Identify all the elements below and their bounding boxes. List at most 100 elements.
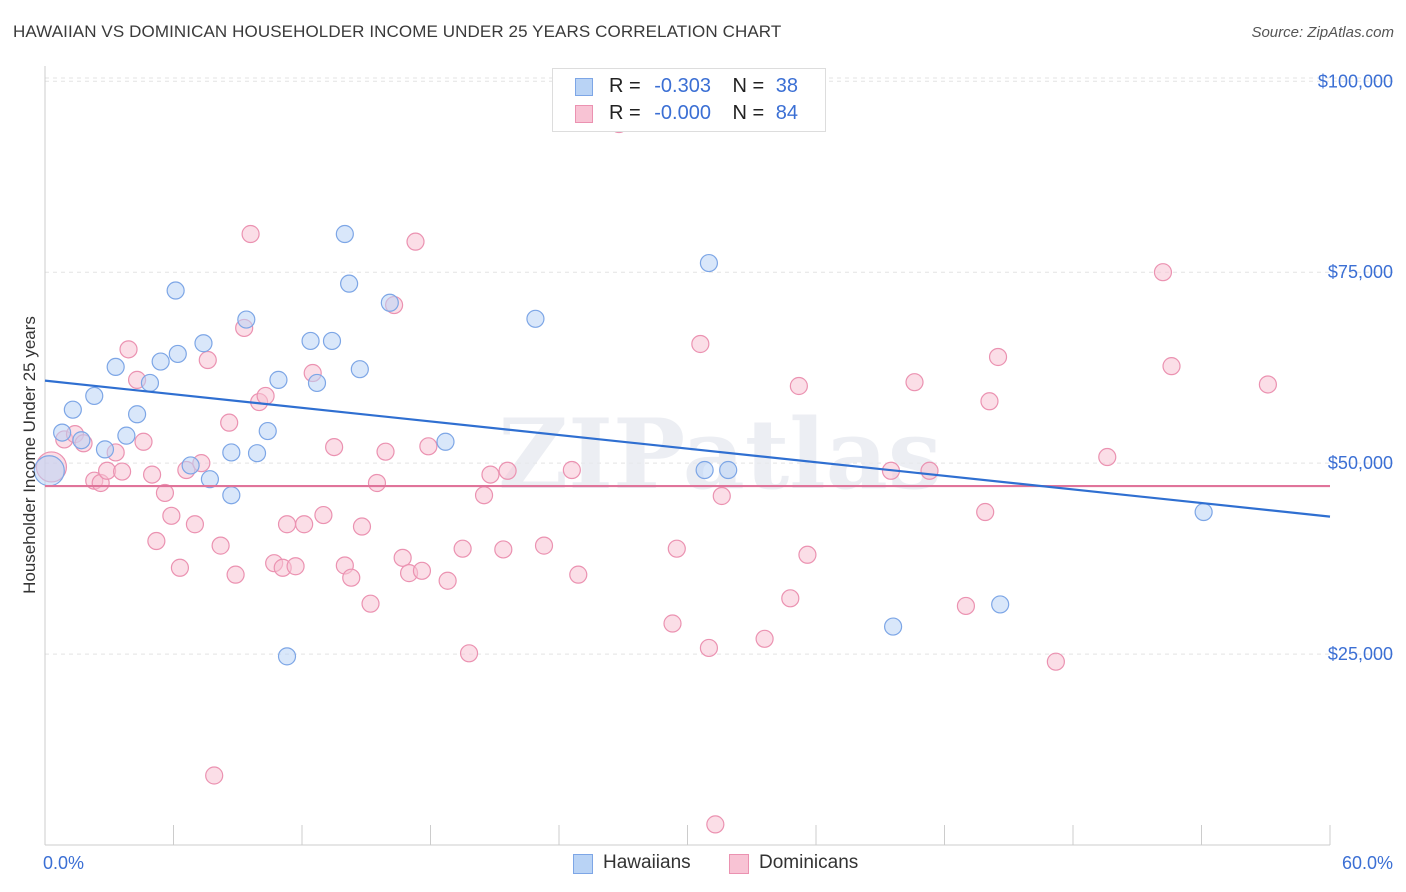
point-dominicans [142, 465, 162, 484]
legend-r-label: R = [609, 75, 641, 97]
point-dominicans [459, 644, 479, 663]
legend-r-value: -0.303 [654, 75, 711, 97]
point-dominicans [438, 571, 457, 590]
legend-n-label: N = [732, 102, 765, 124]
point-dominicans [562, 460, 581, 480]
point-dominicans [1046, 652, 1065, 671]
legend-r-value: -0.000 [654, 102, 711, 124]
point-hawaiians [200, 470, 220, 489]
point-hawaiians [237, 310, 256, 329]
point-hawaiians [181, 456, 200, 475]
point-dominicans [314, 505, 333, 525]
point-dominicans [988, 347, 1008, 367]
x-tick-label: 60.0% [1342, 853, 1393, 873]
source-label: Source: ZipAtlas.com [1251, 24, 1394, 41]
point-dominicans [226, 565, 245, 584]
point-dominicans [277, 515, 297, 534]
point-dominicans [295, 515, 314, 534]
point-hawaiians [85, 386, 104, 406]
point-dominicans [712, 486, 731, 506]
point-dominicans [755, 629, 774, 648]
legend-swatch-hawaiians [575, 78, 593, 96]
point-hawaiians [106, 357, 125, 377]
point-hawaiians [222, 486, 241, 505]
point-dominicans [481, 465, 500, 484]
point-dominicans [412, 561, 432, 580]
bottom-legend-label-dominicans: Dominicans [759, 852, 859, 873]
point-dominicans [498, 461, 517, 480]
point-dominicans [367, 473, 387, 493]
correlation-legend: R = -0.303 N = 38 R = -0.000 N = 84 [552, 68, 826, 132]
point-hawaiians [194, 334, 213, 353]
point-dominicans [256, 386, 275, 406]
point-dominicans [789, 376, 808, 396]
point-dominicans [342, 568, 361, 587]
point-dominicans [569, 565, 588, 584]
point-dominicans [1153, 263, 1173, 282]
point-hawaiians [117, 426, 136, 445]
point-dominicans [980, 392, 999, 411]
point-dominicans [905, 373, 924, 392]
point-hawaiians [247, 444, 267, 463]
point-hawaiians [307, 373, 327, 393]
bottom-legend-swatch-dominicans [729, 854, 749, 874]
trend-line-hawaiians [44, 379, 1331, 518]
point-dominicans [198, 350, 217, 370]
point-dominicans [474, 486, 494, 505]
point-hawaiians [95, 440, 115, 459]
legend-swatch-dominicans [575, 105, 593, 123]
point-dominicans [205, 766, 224, 785]
legend-n-value: 38 [775, 75, 799, 97]
point-dominicans [352, 517, 372, 536]
y-tick-label: $100,000 [1318, 71, 1393, 91]
legend-n-label: N = [732, 75, 765, 97]
point-dominicans [241, 224, 260, 244]
point-dominicans [112, 462, 132, 481]
point-dominicans [1162, 357, 1181, 376]
point-hawaiians [53, 423, 72, 442]
y-axis-label: Householder Income Under 25 years [20, 316, 39, 594]
point-hawaiians [301, 331, 320, 351]
legend-text-dominicans: R = -0.000 N = 84 [609, 102, 798, 125]
point-dominicans [1098, 447, 1117, 467]
point-dominicans [155, 483, 175, 503]
point-hawaiians [1194, 502, 1213, 522]
point-hawaiians [168, 344, 187, 364]
point-hawaiians [166, 281, 185, 300]
point-dominicans [211, 536, 230, 555]
point-dominicans [419, 437, 438, 456]
chart-title: HAWAIIAN VS DOMINICAN HOUSEHOLDER INCOME… [13, 22, 782, 41]
point-hawaiians [222, 443, 241, 462]
point-dominicans [691, 334, 710, 354]
point-dominicans [798, 545, 817, 564]
legend-n-value: 84 [775, 102, 799, 124]
point-dominicans [534, 536, 554, 555]
point-dominicans [406, 232, 425, 251]
point-hawaiians [269, 370, 288, 389]
point-hawaiians [277, 647, 297, 666]
point-dominicans [286, 557, 305, 576]
point-dominicans [119, 340, 138, 359]
point-hawaiians [63, 400, 82, 419]
bottom-legend-label-hawaiians: Hawaiians [603, 852, 691, 873]
point-dominicans [376, 442, 395, 461]
point-dominicans [956, 596, 976, 616]
point-dominicans [706, 815, 725, 834]
point-hawaiians [380, 293, 399, 312]
bottom-legend-swatch-hawaiians [573, 854, 593, 874]
point-hawaiians [991, 595, 1010, 614]
point-dominicans [699, 638, 719, 658]
point-dominicans [667, 539, 686, 558]
point-hawaiians [340, 274, 359, 293]
point-dominicans [920, 461, 939, 480]
point-hawaiians [335, 224, 354, 244]
point-hawaiians [151, 352, 170, 371]
point-dominicans [147, 531, 166, 551]
legend-text-hawaiians: R = -0.303 N = 38 [609, 75, 798, 98]
point-hawaiians [350, 360, 369, 379]
point-dominicans [453, 539, 472, 558]
point-hawaiians [719, 460, 738, 480]
point-dominicans [185, 515, 205, 534]
point-dominicans [134, 432, 153, 451]
